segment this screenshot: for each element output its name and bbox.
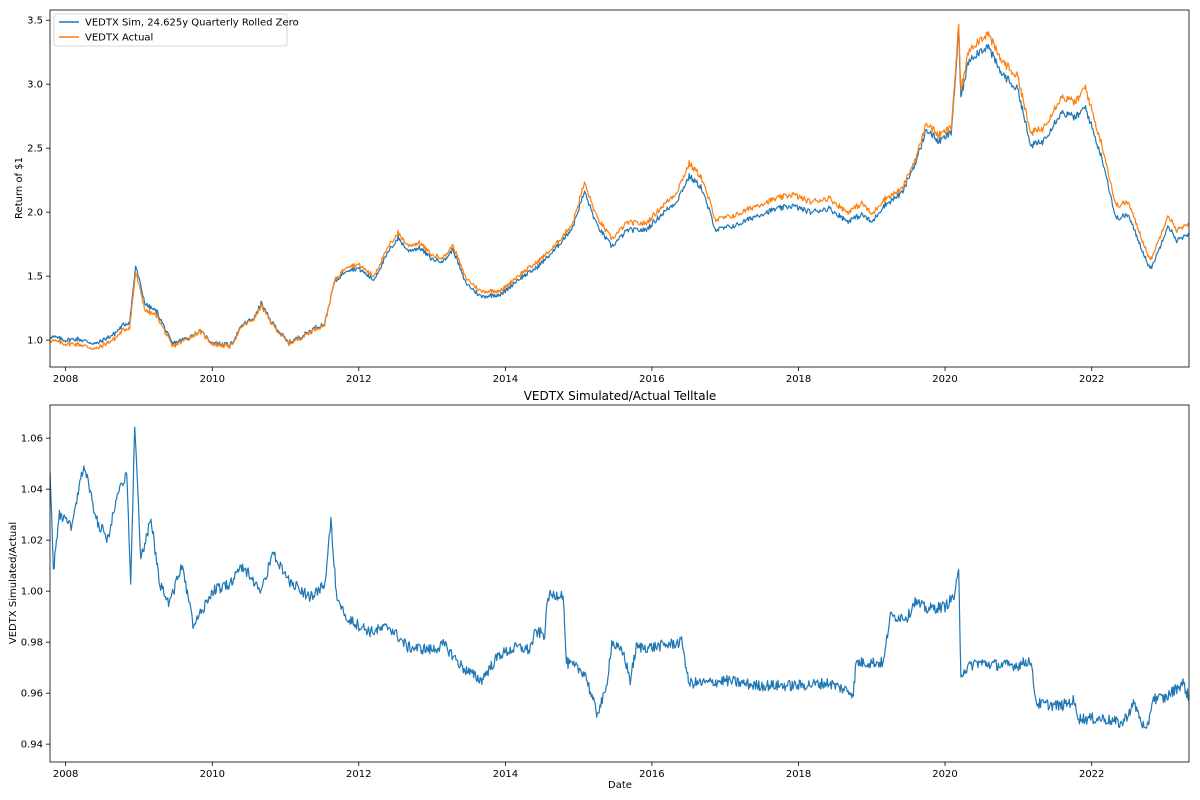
top-chart-series-group bbox=[50, 23, 1189, 351]
x-tick-label: 2018 bbox=[786, 769, 811, 780]
y-tick-label: 1.06 bbox=[21, 434, 43, 445]
y-tick-label: 3.5 bbox=[27, 16, 43, 27]
y-tick-label: 0.96 bbox=[21, 689, 43, 700]
legend-label-actual: VEDTX Actual bbox=[85, 33, 153, 44]
legend-label-sim: VEDTX Sim, 24.625y Quarterly Rolled Zero bbox=[85, 18, 299, 29]
bottom-chart-x-ticks: 2008 2010 2012 2014 2016 2018 2020 2022 bbox=[53, 762, 1104, 780]
x-tick-label: 2008 bbox=[53, 374, 78, 385]
c1-series-line-1 bbox=[50, 23, 1189, 351]
x-tick-label: 2020 bbox=[932, 769, 957, 780]
x-tick-label: 2014 bbox=[493, 374, 518, 385]
x-tick-label: 2016 bbox=[639, 374, 664, 385]
x-tick-label: 2012 bbox=[346, 769, 371, 780]
y-tick-label: 1.5 bbox=[27, 272, 43, 283]
bottom-chart-series-group bbox=[50, 426, 1189, 729]
y-tick-label: 0.94 bbox=[21, 740, 43, 751]
y-tick-label: 0.98 bbox=[21, 638, 43, 649]
x-tick-label: 2016 bbox=[639, 769, 664, 780]
top-chart-x-ticks: 2008 2010 2012 2014 2016 2018 2020 2022 bbox=[53, 367, 1104, 385]
x-tick-label: 2008 bbox=[53, 769, 78, 780]
top-chart-legend: VEDTX Sim, 24.625y Quarterly Rolled Zero… bbox=[53, 13, 299, 47]
x-tick-label: 2012 bbox=[346, 374, 371, 385]
bottom-chart-x-axis-label: Date bbox=[608, 780, 632, 791]
y-tick-label: 1.04 bbox=[21, 485, 43, 496]
x-tick-label: 2010 bbox=[200, 769, 225, 780]
y-tick-label: 1.00 bbox=[21, 587, 43, 598]
bottom-chart-y-axis-label: VEDTX Simulated/Actual bbox=[8, 522, 19, 644]
y-tick-label: 2.0 bbox=[27, 208, 43, 219]
top-chart-y-ticks: 1.0 1.5 2.0 2.5 3.0 3.5 bbox=[27, 16, 50, 347]
top-chart-frame bbox=[49, 9, 1190, 368]
x-tick-label: 2022 bbox=[1079, 769, 1104, 780]
legend-box bbox=[53, 13, 288, 47]
x-tick-label: 2020 bbox=[932, 374, 957, 385]
x-tick-label: 2022 bbox=[1079, 374, 1104, 385]
top-chart: 2008 2010 2012 2014 2016 2018 2020 2022 1.0 1.5 2… bbox=[14, 9, 1190, 385]
y-tick-label: 3.0 bbox=[27, 80, 43, 91]
x-tick-label: 2018 bbox=[786, 374, 811, 385]
y-tick-label: 1.02 bbox=[21, 536, 43, 547]
x-tick-label: 2014 bbox=[493, 769, 518, 780]
c2-series-line-0 bbox=[50, 426, 1189, 729]
y-tick-label: 2.5 bbox=[27, 144, 43, 155]
bottom-chart-title: VEDTX Simulated/Actual Telltale bbox=[524, 389, 717, 403]
top-chart-y-axis-label: Return of $1 bbox=[14, 157, 25, 219]
bottom-chart-frame bbox=[49, 404, 1190, 763]
bottom-chart-y-ticks: 0.94 0.96 0.98 1.00 1.02 1.04 1.06 bbox=[21, 434, 50, 751]
bottom-chart: VEDTX Simulated/Actual Telltale 2008 2010… bbox=[8, 389, 1190, 791]
x-tick-label: 2010 bbox=[200, 374, 225, 385]
y-tick-label: 1.0 bbox=[27, 336, 43, 347]
